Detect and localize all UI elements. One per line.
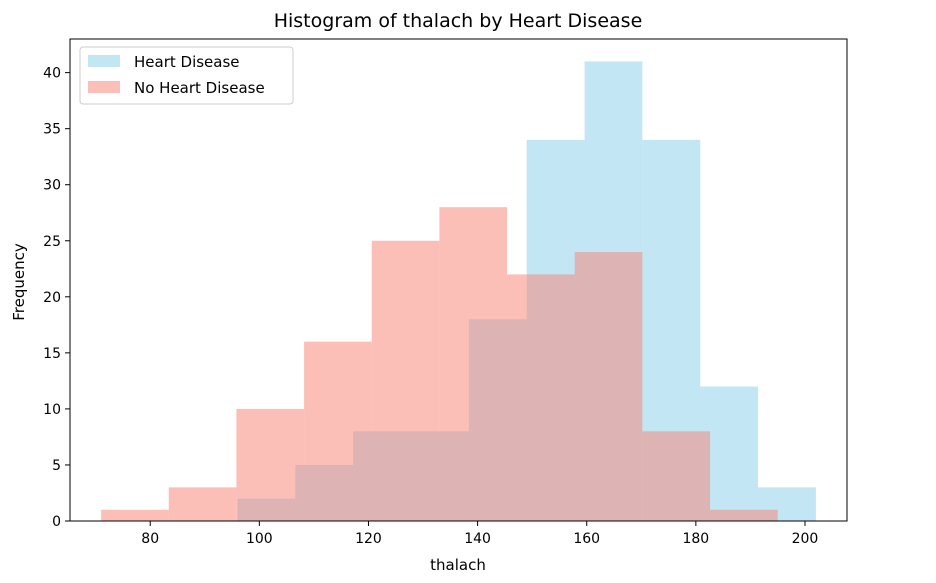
bar-no-heart-disease-8 <box>642 431 711 521</box>
legend: Heart Disease No Heart Disease <box>79 46 294 105</box>
bar-no-heart-disease-5 <box>439 207 508 522</box>
x-tick-label: 160 <box>573 531 600 547</box>
y-axis-ticks: 0 5 10 15 20 25 30 35 40 <box>43 66 70 530</box>
bar-no-heart-disease-7 <box>574 251 643 521</box>
y-axis-label: Frequency <box>10 243 28 321</box>
y-tick-label: 40 <box>43 66 61 82</box>
y-tick-label: 30 <box>43 178 61 194</box>
x-tick-label: 180 <box>682 531 709 547</box>
bar-no-heart-disease-4 <box>371 240 440 521</box>
x-axis-ticks: 80 100 120 140 160 180 200 <box>141 521 818 547</box>
y-tick-label: 15 <box>43 346 61 362</box>
bar-no-heart-disease-6 <box>507 274 575 521</box>
bar-no-heart-disease-3 <box>304 341 372 521</box>
x-tick-label: 200 <box>792 531 819 547</box>
chart-title: Histogram of thalach by Heart Disease <box>274 10 643 32</box>
y-tick-label: 20 <box>43 290 61 306</box>
y-tick-label: 5 <box>52 458 61 474</box>
bar-no-heart-disease-9 <box>710 509 778 521</box>
legend-swatch-no-heart-disease <box>88 81 120 93</box>
plot-frame <box>69 38 848 522</box>
legend-box <box>79 46 294 105</box>
y-tick-label: 10 <box>43 402 61 418</box>
y-tick-label: 0 <box>52 514 61 530</box>
y-tick-label: 25 <box>43 234 61 250</box>
bar-no-heart-disease-1 <box>168 487 237 521</box>
x-tick-label: 100 <box>246 531 273 547</box>
bar-no-heart-disease-2 <box>236 408 305 521</box>
legend-label-heart-disease: Heart Disease <box>134 53 240 71</box>
y-tick-label: 35 <box>43 122 61 138</box>
bars-layer <box>101 61 816 522</box>
x-tick-label: 120 <box>355 531 382 547</box>
legend-swatch-heart-disease <box>88 55 120 67</box>
x-axis-label: thalach <box>430 556 486 574</box>
legend-label-no-heart-disease: No Heart Disease <box>134 79 265 97</box>
x-tick-label: 80 <box>141 531 159 547</box>
x-tick-label: 140 <box>464 531 491 547</box>
bar-no-heart-disease-0 <box>101 509 169 521</box>
